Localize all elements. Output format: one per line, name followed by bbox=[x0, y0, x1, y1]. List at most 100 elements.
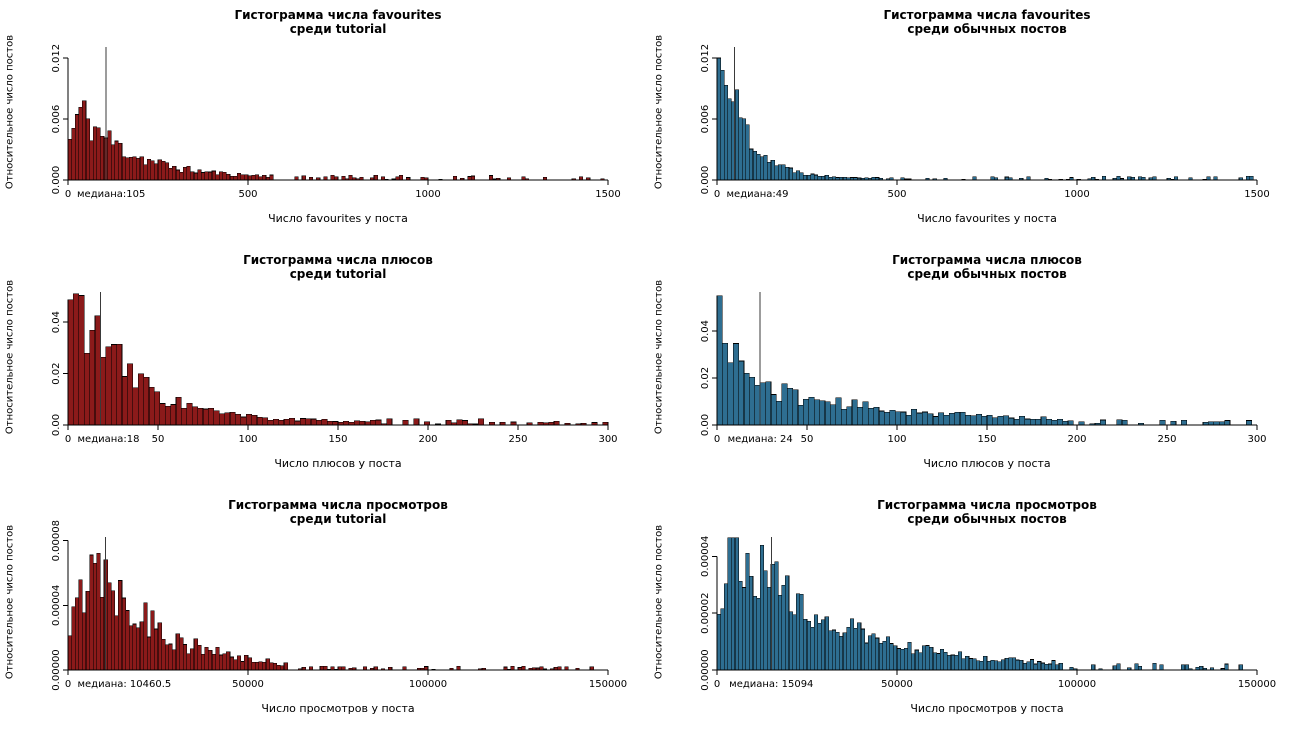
x-tick-label: 200 bbox=[418, 434, 437, 445]
axes bbox=[712, 57, 1258, 185]
chart-title: Гистограмма числа favourites среди обычн… bbox=[717, 8, 1257, 36]
chart-title: Гистограмма числа favourites среди tutor… bbox=[68, 8, 608, 36]
panel-views-regular: Гистограмма числа просмотров среди обычн… bbox=[649, 490, 1299, 735]
y-tick-label: 0.006 bbox=[51, 105, 62, 134]
y-tick-label: 0.00000 bbox=[700, 649, 711, 690]
median-label: медиана: 24 bbox=[728, 434, 793, 445]
y-tick-label: 0.00004 bbox=[51, 585, 62, 626]
y-tick-label: 0.00 bbox=[51, 414, 62, 436]
x-tick-label: 300 bbox=[598, 434, 617, 445]
chart-title-line1: Гистограмма числа favourites bbox=[883, 8, 1091, 22]
tick-labels: 0 500 1000 1500 0.000 0.006 0.012 медиана:49 bbox=[700, 44, 1270, 200]
y-tick-label: 0.00002 bbox=[700, 593, 711, 634]
chart-title: Гистограмма числа просмотров среди обычн… bbox=[717, 498, 1257, 526]
chart-title: Гистограмма числа просмотров среди tutor… bbox=[68, 498, 608, 526]
chart-title-line2: среди обычных постов bbox=[907, 267, 1067, 281]
x-axis-label: Число плюсов у поста bbox=[274, 457, 402, 470]
histogram-bars bbox=[716, 57, 1254, 181]
x-tick-label: 100000 bbox=[1058, 679, 1096, 690]
x-tick-label: 250 bbox=[508, 434, 527, 445]
tick-labels: 0 50 100 150 200 250 300 0.00 0.02 0.04 медиана:18 bbox=[51, 311, 618, 445]
x-tick-label: 1000 bbox=[1064, 189, 1089, 200]
x-axis-label: Число плюсов у поста bbox=[923, 457, 1051, 470]
x-tick-label: 150000 bbox=[1238, 679, 1276, 690]
x-tick-label: 50 bbox=[801, 434, 814, 445]
x-tick-label: 50 bbox=[152, 434, 165, 445]
y-tick-label: 0.04 bbox=[700, 320, 711, 342]
axes bbox=[712, 330, 1258, 430]
axes bbox=[712, 555, 1258, 675]
histogram-bars bbox=[67, 552, 594, 671]
median-label: медиана: 15094 bbox=[729, 679, 813, 690]
chart-title-line1: Гистограмма числа плюсов bbox=[243, 253, 433, 267]
y-tick-label: 0.000 bbox=[700, 166, 711, 195]
histogram-plot: 0 50000 100000 150000 0.00000 0.00004 0.00008 м… bbox=[51, 520, 627, 691]
median-label: медиана:105 bbox=[77, 189, 145, 200]
histogram-plot: 0 50 100 150 200 250 300 0.00 0.02 0.04 медиана: 2… bbox=[700, 292, 1267, 445]
x-tick-label: 500 bbox=[238, 189, 257, 200]
x-tick-label: 1000 bbox=[415, 189, 440, 200]
axes bbox=[63, 540, 609, 675]
chart-title-line1: Гистограмма числа просмотров bbox=[877, 498, 1097, 512]
x-tick-label: 0 bbox=[65, 434, 71, 445]
histogram-plot: 0 50 100 150 200 250 300 0.00 0.02 0.04 медиана:18 bbox=[51, 292, 618, 445]
chart-title-line1: Гистограмма числа favourites bbox=[234, 8, 442, 22]
tick-labels: 0 500 1000 1500 0.000 0.006 0.012 медиана:105 bbox=[51, 44, 621, 200]
axes bbox=[63, 57, 609, 185]
y-tick-label: 0.000 bbox=[51, 166, 62, 195]
axes bbox=[63, 321, 609, 430]
x-tick-label: 100 bbox=[887, 434, 906, 445]
chart-title-line1: Гистограмма числа просмотров bbox=[228, 498, 448, 512]
histogram-bars bbox=[716, 537, 1243, 671]
x-tick-label: 500 bbox=[887, 189, 906, 200]
chart-title: Гистограмма числа плюсов среди tutorial bbox=[68, 253, 608, 281]
y-tick-label: 0.02 bbox=[700, 367, 711, 389]
chart-title-line2: среди tutorial bbox=[289, 267, 387, 281]
x-tick-label: 150 bbox=[977, 434, 996, 445]
histogram-plot: 0 500 1000 1500 0.000 0.006 0.012 медиана:105 bbox=[51, 44, 621, 200]
x-tick-label: 300 bbox=[1247, 434, 1266, 445]
x-tick-label: 1500 bbox=[1244, 189, 1269, 200]
x-tick-label: 50000 bbox=[881, 679, 913, 690]
x-tick-label: 1500 bbox=[595, 189, 620, 200]
y-tick-label: 0.012 bbox=[51, 44, 62, 73]
y-tick-label: 0.02 bbox=[51, 362, 62, 384]
x-tick-label: 0 bbox=[714, 434, 720, 445]
histogram-plot: 0 50000 100000 150000 0.00000 0.00002 0.00004 м… bbox=[700, 536, 1276, 691]
chart-title-line2: среди tutorial bbox=[289, 22, 387, 36]
x-tick-label: 0 bbox=[714, 189, 720, 200]
y-tick-label: 0.04 bbox=[51, 311, 62, 333]
x-tick-label: 50000 bbox=[232, 679, 264, 690]
panel-plus-regular: Гистограмма числа плюсов среди обычных п… bbox=[649, 245, 1299, 490]
histogram-bars bbox=[716, 295, 1252, 426]
x-tick-label: 0 bbox=[714, 679, 720, 690]
x-axis-label: Число просмотров у поста bbox=[910, 702, 1064, 715]
chart-title-line2: среди tutorial bbox=[289, 512, 387, 526]
x-tick-label: 0 bbox=[65, 679, 71, 690]
panel-plus-tutorial: Гистограмма числа плюсов среди tutorial … bbox=[0, 245, 649, 490]
panel-views-tutorial: Гистограмма числа просмотров среди tutor… bbox=[0, 490, 649, 735]
chart-title-line1: Гистограмма числа плюсов bbox=[892, 253, 1082, 267]
histogram-bars bbox=[67, 293, 609, 426]
chart-title: Гистограмма числа плюсов среди обычных п… bbox=[717, 253, 1257, 281]
median-label: медиана:49 bbox=[727, 189, 789, 200]
histogram-bars bbox=[67, 100, 605, 181]
median-label: медиана:18 bbox=[78, 434, 140, 445]
tick-labels: 0 50000 100000 150000 0.00000 0.00002 0.00004 м… bbox=[700, 536, 1276, 691]
x-tick-label: 150000 bbox=[589, 679, 627, 690]
tick-labels: 0 50 100 150 200 250 300 0.00 0.02 0.04 медиана: 2… bbox=[700, 320, 1267, 445]
y-tick-label: 0.006 bbox=[700, 105, 711, 134]
panel-favourites-regular: Гистограмма числа favourites среди обычн… bbox=[649, 0, 1299, 245]
panel-favourites-tutorial: Гистограмма числа favourites среди tutor… bbox=[0, 0, 649, 245]
median-label: медиана: 10460.5 bbox=[77, 679, 171, 690]
x-tick-label: 150 bbox=[328, 434, 347, 445]
tick-labels: 0 50000 100000 150000 0.00000 0.00004 0.00008 м… bbox=[51, 520, 627, 691]
x-axis-label: Число favourites у поста bbox=[268, 212, 408, 225]
x-tick-label: 100000 bbox=[409, 679, 447, 690]
x-axis-label: Число просмотров у поста bbox=[261, 702, 415, 715]
x-axis-label: Число favourites у поста bbox=[917, 212, 1057, 225]
histogram-plot: 0 500 1000 1500 0.000 0.006 0.012 медиана:49 bbox=[700, 44, 1270, 200]
y-tick-label: 0.00000 bbox=[51, 649, 62, 690]
y-tick-label: 0.012 bbox=[700, 44, 711, 73]
